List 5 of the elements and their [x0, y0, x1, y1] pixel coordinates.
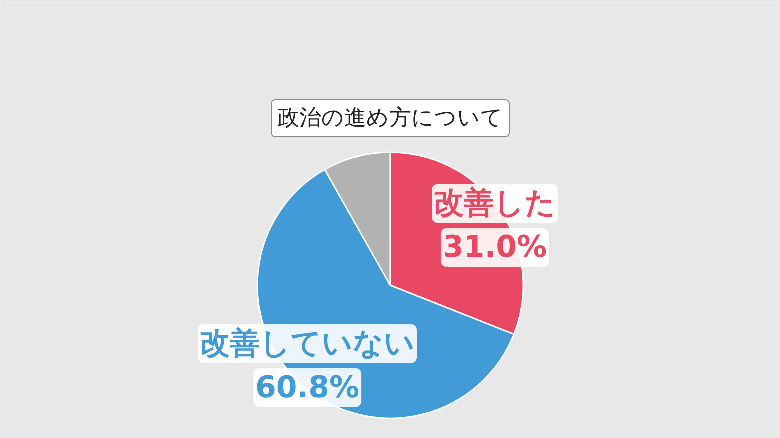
slice-label: 改善した [434, 186, 556, 222]
chart-title: 政治の進め方について [278, 106, 504, 131]
data-label: 31.0% [442, 230, 548, 266]
slice-label: 改善していない [200, 326, 416, 362]
data-label: 60.8% [256, 370, 360, 406]
